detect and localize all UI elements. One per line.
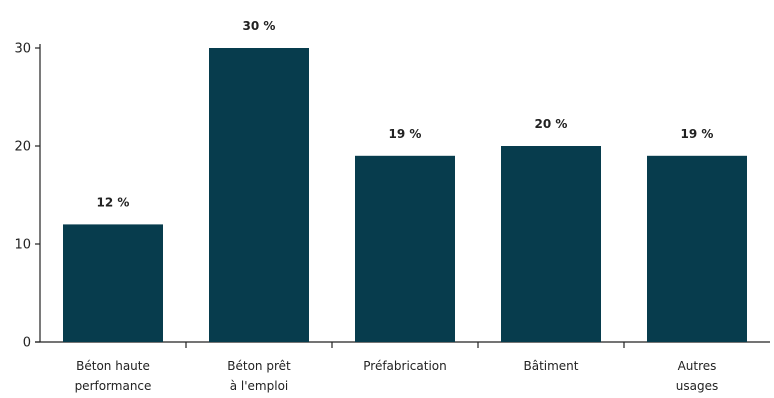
bar bbox=[209, 48, 309, 342]
bar-value-label: 20 % bbox=[535, 117, 568, 131]
y-tick-label: 10 bbox=[14, 238, 31, 253]
x-tick-label: Préfabrication bbox=[363, 359, 446, 373]
y-axis: 0 10 20 30 bbox=[14, 42, 41, 351]
bar-value-label: 12 % bbox=[97, 195, 130, 209]
bars bbox=[63, 48, 747, 342]
bar bbox=[355, 155, 455, 342]
x-tick-label: Autres usages bbox=[676, 359, 718, 393]
y-tick-label: 0 bbox=[23, 336, 31, 351]
bar bbox=[647, 155, 747, 342]
y-tick-label: 30 bbox=[14, 42, 31, 57]
bar-value-label: 30 % bbox=[243, 19, 276, 33]
bar-value-label: 19 % bbox=[681, 127, 714, 141]
bar-value-label: 19 % bbox=[389, 127, 422, 141]
bar bbox=[501, 146, 601, 342]
y-tick-label: 20 bbox=[14, 140, 31, 155]
x-axis: Béton haute performance Béton prêt à l'empl… bbox=[35, 341, 770, 393]
bar bbox=[63, 224, 163, 342]
x-tick-label: Béton prêt à l'emploi bbox=[227, 359, 291, 393]
data-labels: 12 % 30 % 19 % 20 % 19 % bbox=[97, 19, 714, 209]
x-tick-label: Béton haute performance bbox=[75, 359, 152, 393]
x-tick-label: Bâtiment bbox=[523, 359, 578, 373]
